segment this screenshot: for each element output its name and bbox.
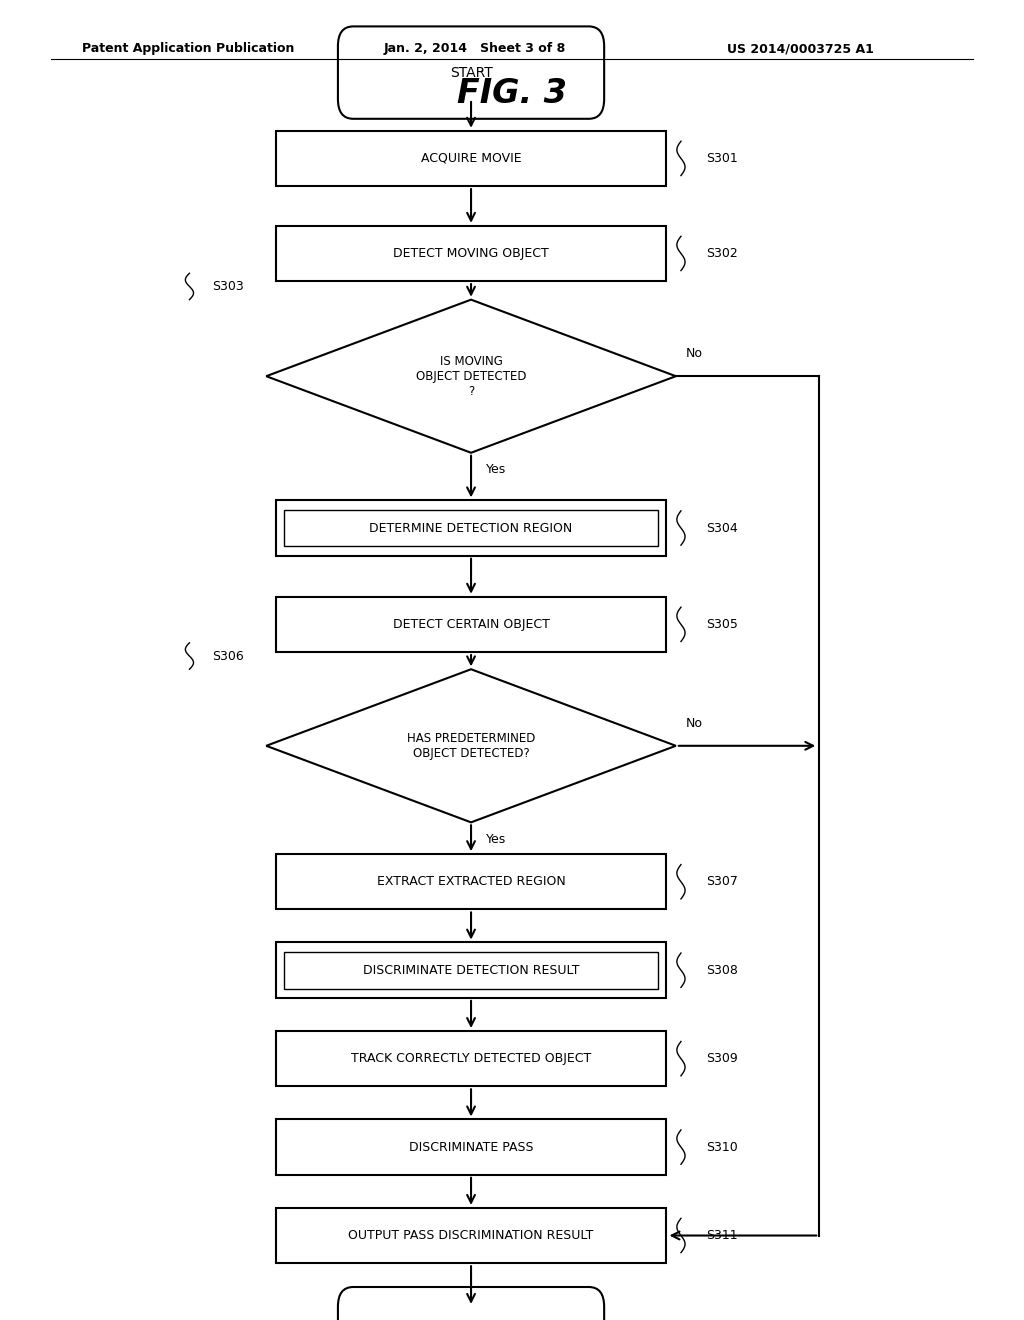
Bar <box>276 597 666 652</box>
Bar <box>276 1031 666 1086</box>
Text: US 2014/0003725 A1: US 2014/0003725 A1 <box>727 42 873 55</box>
Bar <box>276 131 666 186</box>
Text: Yes: Yes <box>486 833 507 846</box>
FancyBboxPatch shape <box>338 26 604 119</box>
Text: S310: S310 <box>707 1140 738 1154</box>
Bar <box>276 854 666 909</box>
Text: DETERMINE DETECTION REGION: DETERMINE DETECTION REGION <box>370 521 572 535</box>
Text: Patent Application Publication: Patent Application Publication <box>82 42 294 55</box>
Text: S307: S307 <box>707 875 738 888</box>
Bar <box>276 226 666 281</box>
Text: TRACK CORRECTLY DETECTED OBJECT: TRACK CORRECTLY DETECTED OBJECT <box>351 1052 591 1065</box>
Text: S301: S301 <box>707 152 738 165</box>
Text: DETECT MOVING OBJECT: DETECT MOVING OBJECT <box>393 247 549 260</box>
Bar <box>276 1119 666 1175</box>
Text: Jan. 2, 2014   Sheet 3 of 8: Jan. 2, 2014 Sheet 3 of 8 <box>384 42 566 55</box>
Text: S302: S302 <box>707 247 738 260</box>
Bar <box>276 1208 666 1263</box>
Polygon shape <box>266 300 676 453</box>
Text: START: START <box>450 66 493 79</box>
Text: ACQUIRE MOVIE: ACQUIRE MOVIE <box>421 152 521 165</box>
Text: S309: S309 <box>707 1052 738 1065</box>
Text: No: No <box>686 347 703 360</box>
Bar <box>276 942 666 998</box>
Text: DETECT CERTAIN OBJECT: DETECT CERTAIN OBJECT <box>392 618 550 631</box>
Text: FIG. 3: FIG. 3 <box>457 77 567 110</box>
FancyBboxPatch shape <box>338 1287 604 1320</box>
Text: S311: S311 <box>707 1229 738 1242</box>
Text: S303: S303 <box>212 280 244 293</box>
Text: S308: S308 <box>707 964 738 977</box>
Text: Yes: Yes <box>486 463 507 477</box>
Text: S305: S305 <box>707 618 738 631</box>
Text: IS MOVING
OBJECT DETECTED
?: IS MOVING OBJECT DETECTED ? <box>416 355 526 397</box>
Polygon shape <box>266 669 676 822</box>
Text: HAS PREDETERMINED
OBJECT DETECTED?: HAS PREDETERMINED OBJECT DETECTED? <box>407 731 536 760</box>
Text: No: No <box>686 717 703 730</box>
Text: S304: S304 <box>707 521 738 535</box>
Text: EXTRACT EXTRACTED REGION: EXTRACT EXTRACTED REGION <box>377 875 565 888</box>
Text: S306: S306 <box>212 649 244 663</box>
Bar <box>284 952 658 989</box>
Text: DISCRIMINATE PASS: DISCRIMINATE PASS <box>409 1140 534 1154</box>
Bar <box>276 500 666 556</box>
Text: OUTPUT PASS DISCRIMINATION RESULT: OUTPUT PASS DISCRIMINATION RESULT <box>348 1229 594 1242</box>
Text: DISCRIMINATE DETECTION RESULT: DISCRIMINATE DETECTION RESULT <box>362 964 580 977</box>
Bar <box>284 510 658 546</box>
